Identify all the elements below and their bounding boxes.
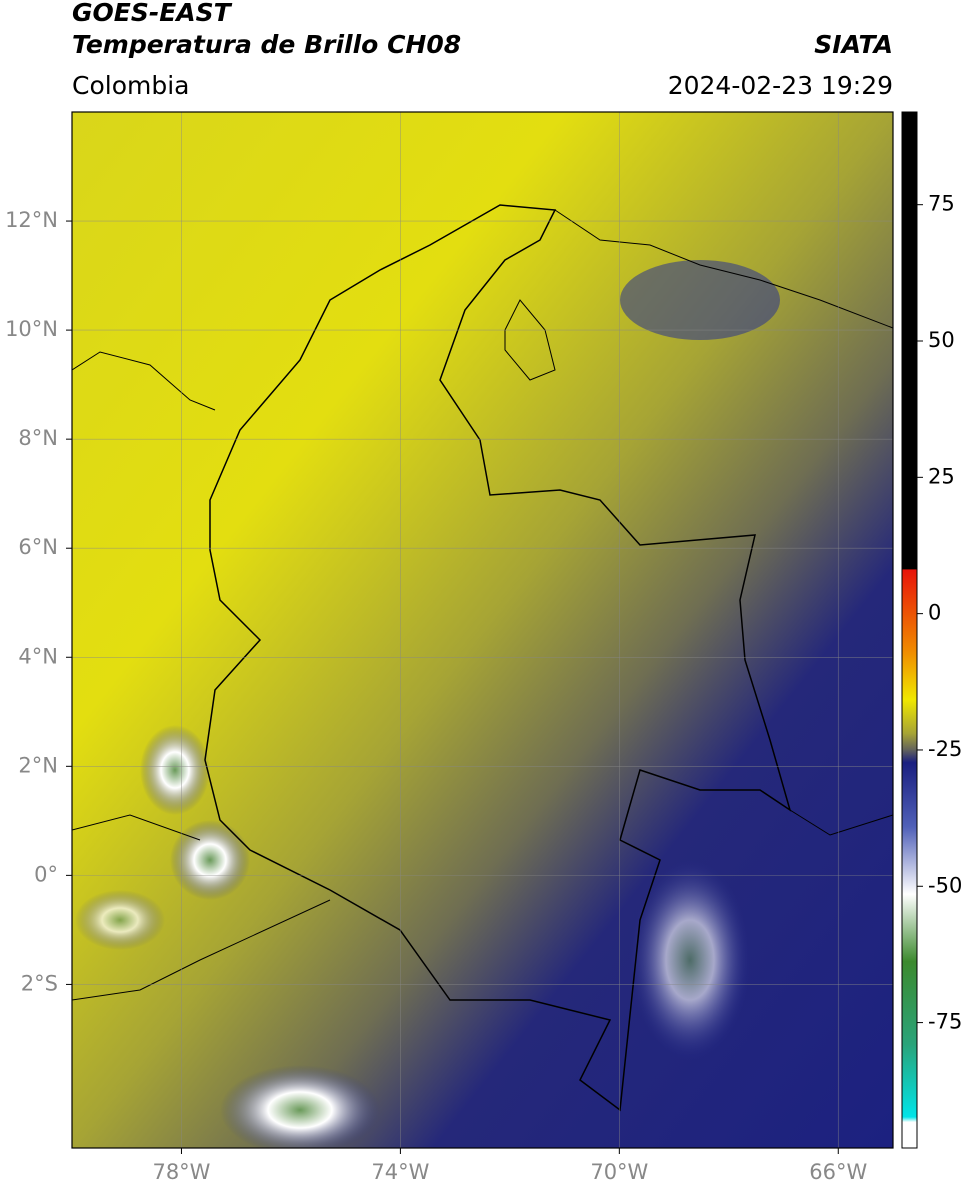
source: SIATA bbox=[814, 30, 893, 59]
colorbar-tick-label: 25 bbox=[928, 464, 955, 488]
colorbar-tick-label: -50 bbox=[928, 873, 962, 897]
title: GOES-EAST bbox=[72, 0, 233, 27]
map-image bbox=[72, 112, 893, 1148]
lat-tick-label: 6°N bbox=[18, 535, 58, 559]
cold-cloud bbox=[620, 260, 780, 340]
lat-tick-label: 10°N bbox=[5, 317, 58, 341]
colorbar-tick-label: 0 bbox=[928, 601, 941, 625]
lat-tick-label: 2°S bbox=[21, 971, 58, 995]
lon-tick-label: 70°W bbox=[590, 1160, 648, 1184]
colorbar-tick-label: 75 bbox=[928, 192, 955, 216]
lon-tick-label: 74°W bbox=[371, 1160, 429, 1184]
map-frame bbox=[71, 111, 894, 1149]
brightness-field bbox=[72, 112, 893, 1148]
subtitle: Temperatura de Brillo CH08 bbox=[72, 30, 461, 59]
lat-tick-label: 4°N bbox=[18, 644, 58, 668]
header: GOES-EAST Temperatura de Brillo CH08 SIA… bbox=[72, 0, 893, 100]
cold-cloud bbox=[140, 725, 210, 815]
region: Colombia bbox=[72, 71, 189, 100]
colorbar bbox=[901, 111, 918, 1149]
cold-cloud bbox=[170, 820, 250, 900]
colorbar-tick-label: -25 bbox=[928, 737, 962, 761]
datetime: 2024-02-23 19:29 bbox=[668, 71, 893, 100]
grid bbox=[72, 112, 893, 1148]
cold-cloud bbox=[75, 890, 165, 950]
coastline bbox=[72, 209, 893, 1001]
lat-tick-label: 2°N bbox=[18, 753, 58, 777]
lat-tick-label: 0° bbox=[34, 862, 58, 886]
lat-tick-label: 8°N bbox=[18, 426, 58, 450]
colorbar-tick-label: 50 bbox=[928, 328, 955, 352]
cold-cloud bbox=[630, 860, 750, 1060]
lat-tick-label: 12°N bbox=[5, 208, 58, 232]
lon-tick-label: 66°W bbox=[809, 1160, 867, 1184]
lon-tick-label: 78°W bbox=[152, 1160, 210, 1184]
colorbar-tick-label: -75 bbox=[928, 1010, 962, 1034]
cold-cloud bbox=[220, 1065, 380, 1148]
